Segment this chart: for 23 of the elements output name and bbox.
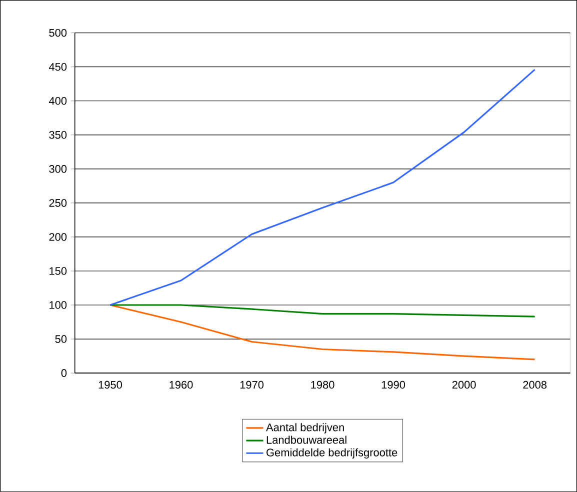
x-tick-label: 2000 <box>452 380 476 389</box>
legend-label: Gemiddelde bedrijfsgrootte <box>266 448 398 459</box>
line-series <box>109 304 536 360</box>
legend-label: Landbouwareeal <box>266 436 346 444</box>
y-tick-label: 300 <box>49 165 67 173</box>
y-tick-label: 250 <box>49 199 67 207</box>
legend-label: Aantal bedrijven <box>266 423 344 434</box>
y-tick-label: 500 <box>49 28 67 37</box>
y-tick-label: 50 <box>55 335 67 343</box>
y-tick-label: 100 <box>50 301 67 309</box>
x-tick-label: 1980 <box>311 380 334 389</box>
x-tick-label: 1970 <box>240 380 264 389</box>
x-tick-label: 1960 <box>170 380 193 389</box>
line-series <box>109 68 536 306</box>
y-tick-label: 350 <box>49 131 67 139</box>
x-tick-label: 2008 <box>523 380 547 389</box>
y-tick-label: 150 <box>50 267 67 275</box>
y-tick-label: 0 <box>61 369 67 377</box>
x-tick-label: 1990 <box>382 380 406 389</box>
y-tick-label: 450 <box>48 63 67 71</box>
y-tick-label: 200 <box>49 233 67 241</box>
x-tick-label: 1950 <box>98 380 122 389</box>
y-tick-label: 400 <box>48 97 67 105</box>
